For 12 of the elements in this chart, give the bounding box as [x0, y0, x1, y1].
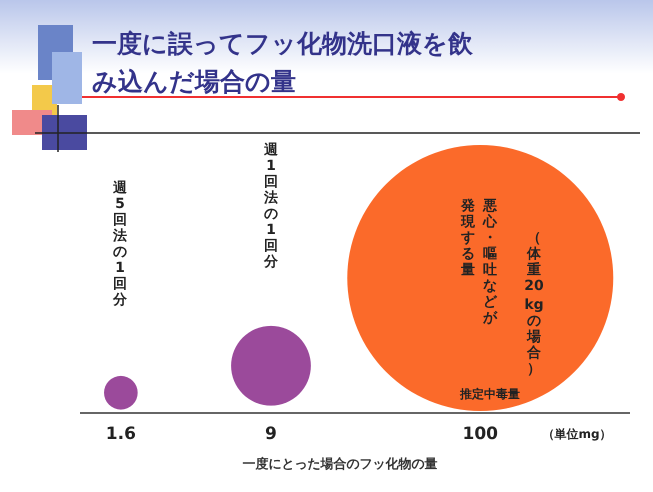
- x-tick-label: 1.6: [106, 424, 136, 444]
- annotation: 発現する量: [460, 198, 476, 278]
- annotation: 悪心・嘔吐などが: [482, 198, 498, 326]
- annotation: 週5回法の1回分: [112, 180, 128, 308]
- text: （体重20 kgの場合）: [524, 230, 544, 377]
- text: （単位mg）: [542, 427, 612, 441]
- x-tick-label: 9: [265, 424, 277, 444]
- chart-title: 一度に誤ってフッ化物洗口液を飲み込んだ場合の量: [92, 29, 474, 96]
- text: 週1回法の1回分: [263, 142, 279, 270]
- annotation: 推定中毒量: [459, 387, 520, 401]
- x-axis-title: 一度にとった場合のフッ化物の量: [242, 456, 438, 472]
- x-tick-label: 100: [462, 424, 498, 444]
